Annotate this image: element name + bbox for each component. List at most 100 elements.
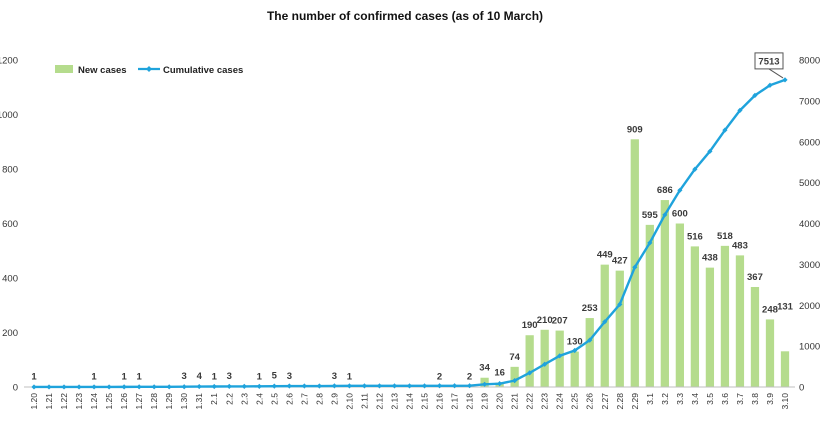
y-left-tick-label: 200	[2, 328, 18, 339]
y-right-tick-label: 1000	[799, 342, 820, 353]
data-label-new-cases: 253	[582, 303, 598, 314]
cumulative-point	[436, 383, 443, 389]
bar-new-cases	[570, 351, 579, 387]
x-tick-label: 2.6	[284, 393, 294, 405]
data-label-new-cases: 207	[552, 316, 568, 327]
y-left-tick-label: 800	[2, 165, 18, 176]
data-label-new-cases: 516	[687, 231, 703, 242]
x-tick-label: 2.4	[254, 393, 264, 405]
y-right-tick-label: 6000	[799, 137, 820, 148]
cumulative-point	[181, 384, 187, 390]
cumulative-point	[647, 240, 653, 246]
cumulative-point	[782, 77, 788, 83]
cumulative-point	[376, 383, 383, 389]
bar-new-cases	[780, 351, 790, 387]
data-label-new-cases: 210	[537, 315, 553, 326]
data-label-new-cases: 1	[136, 372, 142, 383]
line-layer	[31, 77, 788, 390]
x-tick-label: 2.11	[359, 393, 369, 409]
data-label-new-cases: 686	[657, 185, 673, 196]
legend: New cases Cumulative cases	[55, 65, 243, 76]
data-label-new-cases: 449	[597, 250, 613, 261]
bar-new-cases	[750, 286, 760, 387]
bar-new-cases	[765, 319, 775, 387]
x-tick-label: 1.23	[74, 393, 84, 410]
data-label-new-cases: 3	[182, 371, 187, 382]
callout-label-cumulative: 7513	[758, 56, 779, 67]
x-tick-label: 2.23	[540, 393, 550, 410]
data-label-new-cases: 1	[31, 372, 37, 383]
cumulative-point	[542, 361, 548, 367]
y-right-tick-label: 3000	[799, 260, 820, 271]
bar-new-cases	[720, 245, 730, 387]
x-tick-label: 1.25	[104, 393, 114, 410]
x-tick-label: 2.19	[480, 393, 490, 410]
cumulative-point	[677, 187, 683, 193]
y-right-tick-label: 7000	[799, 96, 820, 107]
data-label-new-cases: 595	[642, 210, 659, 221]
cumulative-point	[737, 107, 743, 113]
cumulative-point	[692, 166, 698, 172]
legend-swatch-new-cases	[55, 65, 73, 73]
cumulative-point	[241, 383, 247, 389]
cumulative-point	[166, 384, 172, 390]
cumulative-point	[497, 381, 503, 387]
cumulative-point	[91, 384, 97, 390]
data-label-new-cases: 1	[212, 372, 218, 383]
x-tick-label: 3.3	[675, 393, 685, 405]
cumulative-point	[271, 383, 277, 389]
cumulative-point	[151, 384, 157, 390]
bar-new-cases	[630, 139, 639, 387]
y-right-tick-label: 4000	[799, 219, 820, 230]
x-tick-label: 2.18	[465, 393, 475, 410]
x-tick-label: 2.1	[209, 393, 219, 405]
x-tick-label: 3.4	[690, 393, 700, 405]
x-tick-label: 1.31	[194, 393, 204, 410]
data-label-new-cases: 483	[732, 240, 748, 251]
y-left-tick-label: 1200	[0, 56, 18, 67]
cumulative-point	[361, 383, 368, 389]
x-tick-label: 3.6	[720, 393, 730, 405]
data-label-new-cases: 367	[747, 272, 763, 283]
legend-label-cumulative-cases: Cumulative cases	[163, 65, 243, 76]
cumulative-point	[106, 384, 112, 390]
x-tick-label: 2.7	[299, 393, 309, 405]
x-tick-label: 2.5	[269, 393, 279, 405]
x-tick-label: 1.21	[44, 393, 54, 410]
data-label-new-cases: 5	[272, 371, 278, 382]
bar-new-cases	[510, 366, 519, 387]
x-tick-label: 2.17	[450, 393, 460, 410]
data-label-new-cases: 16	[494, 368, 505, 379]
cumulative-point	[286, 383, 292, 389]
data-label-new-cases: 438	[702, 253, 718, 264]
data-label-new-cases: 1	[121, 372, 127, 383]
bar-new-cases	[735, 255, 745, 387]
data-label-new-cases: 2	[467, 371, 472, 382]
x-tick-label: 2.22	[525, 393, 535, 410]
data-label-new-cases: 131	[777, 301, 794, 312]
cumulative-point	[767, 82, 773, 88]
bar-new-cases	[615, 270, 624, 387]
cumulative-point	[421, 383, 428, 389]
cumulative-point	[226, 383, 232, 389]
data-label-new-cases: 34	[479, 363, 490, 374]
cumulative-point	[331, 383, 337, 389]
x-tick-label: 2.16	[435, 393, 445, 410]
cumulative-point	[46, 384, 52, 390]
x-tick-label: 3.8	[750, 393, 760, 405]
x-tick-label: 1.26	[119, 393, 129, 410]
bar-new-cases	[540, 329, 549, 387]
y-right-tick-label: 2000	[799, 301, 820, 312]
data-label-new-cases: 1	[347, 372, 353, 383]
cumulative-point	[482, 381, 488, 387]
axes-layer: 0 200 400 600 800 1000 1200 0 1000 2000 3000 4000 50…	[0, 56, 820, 410]
x-tick-label: 2.25	[570, 393, 580, 410]
bar-new-cases	[600, 264, 609, 387]
x-tick-label: 2.9	[329, 393, 339, 405]
bar-new-cases	[555, 330, 564, 387]
x-tick-label: 1.29	[164, 393, 174, 410]
cumulative-point	[572, 347, 578, 354]
data-label-new-cases: 4	[197, 371, 203, 382]
x-tick-label: 2.26	[585, 393, 595, 410]
